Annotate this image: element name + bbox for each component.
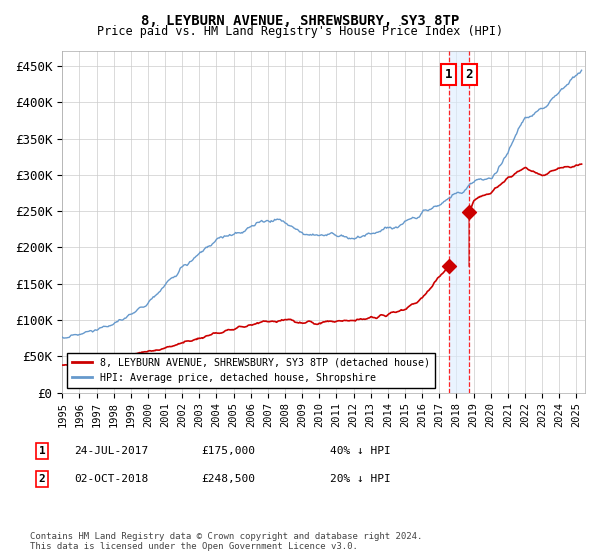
Text: 1: 1 [445,68,452,81]
Text: 02-OCT-2018: 02-OCT-2018 [74,474,148,484]
Text: 2: 2 [466,68,473,81]
Text: £248,500: £248,500 [201,474,255,484]
Text: 2: 2 [38,474,46,484]
Legend: 8, LEYBURN AVENUE, SHREWSBURY, SY3 8TP (detached house), HPI: Average price, det: 8, LEYBURN AVENUE, SHREWSBURY, SY3 8TP (… [67,353,435,388]
Text: 8, LEYBURN AVENUE, SHREWSBURY, SY3 8TP: 8, LEYBURN AVENUE, SHREWSBURY, SY3 8TP [141,14,459,28]
Point [444,261,454,270]
Text: Price paid vs. HM Land Registry's House Price Index (HPI): Price paid vs. HM Land Registry's House … [97,25,503,38]
Bar [449,52,469,393]
Text: £175,000: £175,000 [201,446,255,456]
Text: 40% ↓ HPI: 40% ↓ HPI [329,446,391,456]
Text: Contains HM Land Registry data © Crown copyright and database right 2024.
This d: Contains HM Land Registry data © Crown c… [30,532,422,552]
Text: 24-JUL-2017: 24-JUL-2017 [74,446,148,456]
Text: 1: 1 [38,446,46,456]
Text: 20% ↓ HPI: 20% ↓ HPI [329,474,391,484]
Point [464,208,474,217]
